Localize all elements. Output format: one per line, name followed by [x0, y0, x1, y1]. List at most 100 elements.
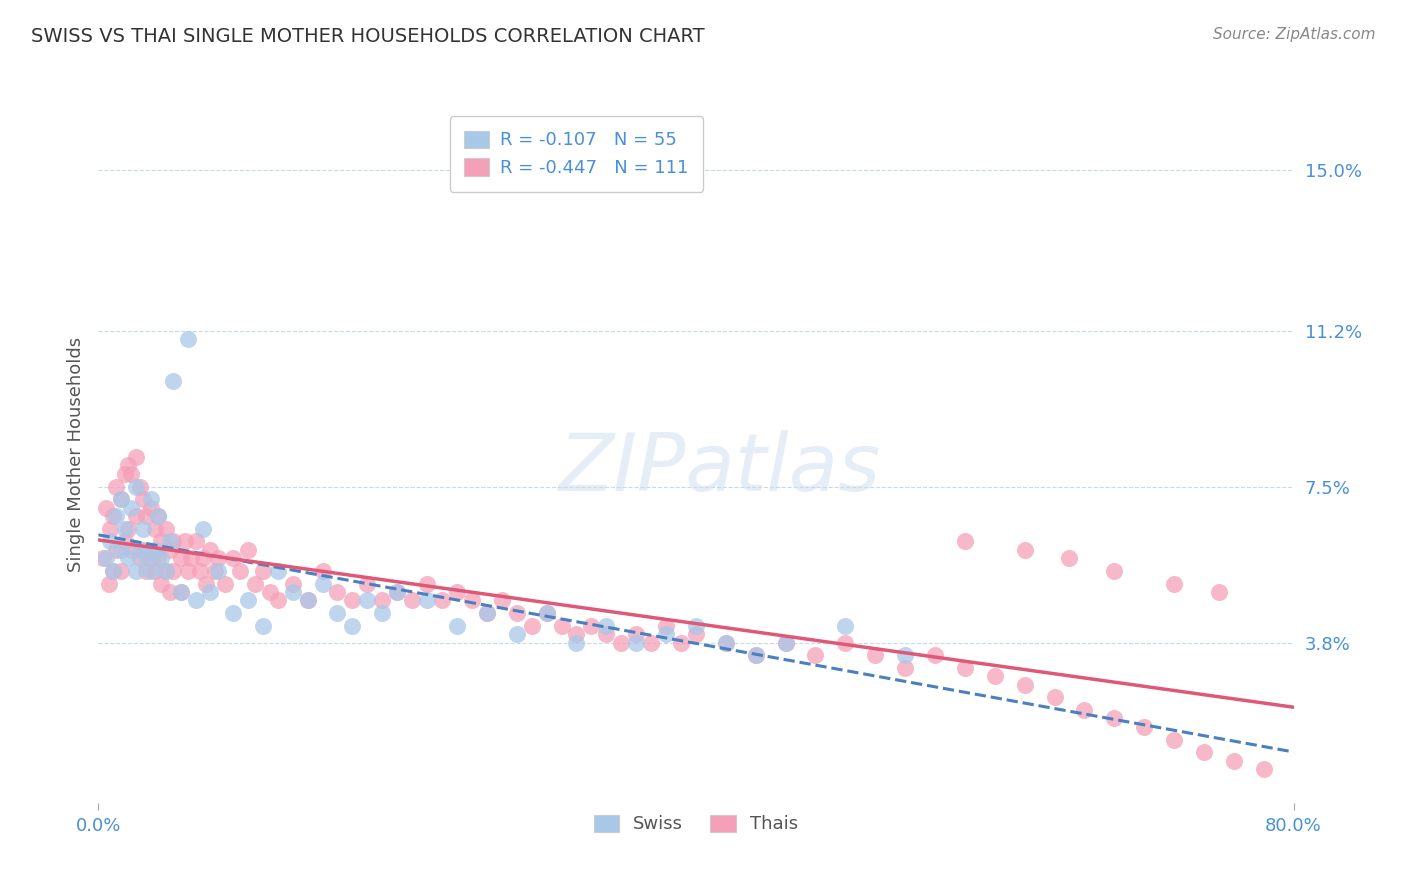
Point: [117, 458, 139, 473]
Point: [98, 534, 122, 549]
Point: [385, 585, 409, 599]
Point: [311, 576, 333, 591]
Point: [91, 551, 114, 566]
Point: [1014, 678, 1036, 692]
Point: [252, 564, 274, 578]
Point: [894, 648, 917, 663]
Point: [150, 576, 173, 591]
Point: [267, 593, 290, 607]
Point: [1163, 732, 1185, 747]
Point: [1059, 551, 1081, 566]
Point: [461, 593, 484, 607]
Point: [132, 542, 155, 557]
Point: [865, 648, 887, 663]
Point: [401, 593, 423, 607]
Point: [155, 564, 177, 578]
Point: [565, 627, 588, 641]
Point: [139, 564, 162, 578]
Point: [139, 551, 162, 566]
Point: [342, 593, 364, 607]
Text: ZIPatlas: ZIPatlas: [558, 430, 882, 508]
Point: [103, 564, 125, 578]
Point: [1223, 754, 1246, 768]
Point: [626, 635, 648, 649]
Point: [595, 627, 617, 641]
Point: [129, 542, 152, 557]
Legend: Swiss, Thais: Swiss, Thais: [585, 805, 807, 842]
Point: [110, 542, 132, 557]
Point: [1104, 711, 1126, 725]
Point: [169, 585, 191, 599]
Point: [669, 635, 692, 649]
Point: [446, 585, 468, 599]
Point: [281, 576, 304, 591]
Point: [446, 618, 468, 632]
Point: [222, 606, 245, 620]
Point: [155, 522, 177, 536]
Point: [416, 593, 439, 607]
Point: [371, 606, 394, 620]
Point: [229, 564, 252, 578]
Point: [297, 593, 319, 607]
Point: [1192, 745, 1215, 759]
Point: [150, 534, 173, 549]
Point: [214, 576, 236, 591]
Point: [610, 635, 633, 649]
Point: [536, 606, 558, 620]
Point: [416, 576, 439, 591]
Point: [169, 585, 191, 599]
Point: [506, 606, 529, 620]
Point: [953, 534, 976, 549]
Point: [581, 618, 603, 632]
Point: [114, 467, 136, 481]
Point: [110, 492, 132, 507]
Point: [103, 564, 125, 578]
Point: [177, 332, 200, 346]
Point: [200, 542, 222, 557]
Point: [139, 492, 162, 507]
Point: [98, 522, 122, 536]
Point: [125, 509, 148, 524]
Point: [105, 542, 128, 557]
Point: [188, 564, 211, 578]
Point: [326, 585, 349, 599]
Point: [129, 479, 152, 493]
Point: [685, 618, 707, 632]
Point: [159, 542, 181, 557]
Point: [125, 450, 148, 464]
Point: [184, 534, 207, 549]
Point: [174, 534, 197, 549]
Point: [125, 564, 148, 578]
Point: [804, 648, 827, 663]
Point: [195, 576, 218, 591]
Point: [640, 635, 662, 649]
Point: [1014, 542, 1036, 557]
Point: [267, 564, 290, 578]
Point: [520, 618, 543, 632]
Point: [506, 627, 529, 641]
Point: [120, 467, 142, 481]
Point: [491, 593, 513, 607]
Point: [207, 564, 229, 578]
Point: [200, 585, 222, 599]
Point: [191, 522, 214, 536]
Point: [125, 479, 148, 493]
Point: [120, 542, 142, 557]
Y-axis label: Single Mother Households: Single Mother Households: [66, 337, 84, 573]
Point: [143, 542, 166, 557]
Point: [685, 627, 707, 641]
Point: [550, 618, 572, 632]
Point: [714, 635, 737, 649]
Point: [110, 492, 132, 507]
Point: [222, 551, 245, 566]
Point: [143, 564, 166, 578]
Point: [135, 551, 157, 566]
Point: [159, 534, 181, 549]
Point: [105, 479, 128, 493]
Point: [297, 593, 319, 607]
Point: [169, 551, 191, 566]
Point: [135, 564, 157, 578]
Point: [150, 551, 173, 566]
Point: [148, 509, 170, 524]
Text: Source: ZipAtlas.com: Source: ZipAtlas.com: [1212, 27, 1375, 42]
